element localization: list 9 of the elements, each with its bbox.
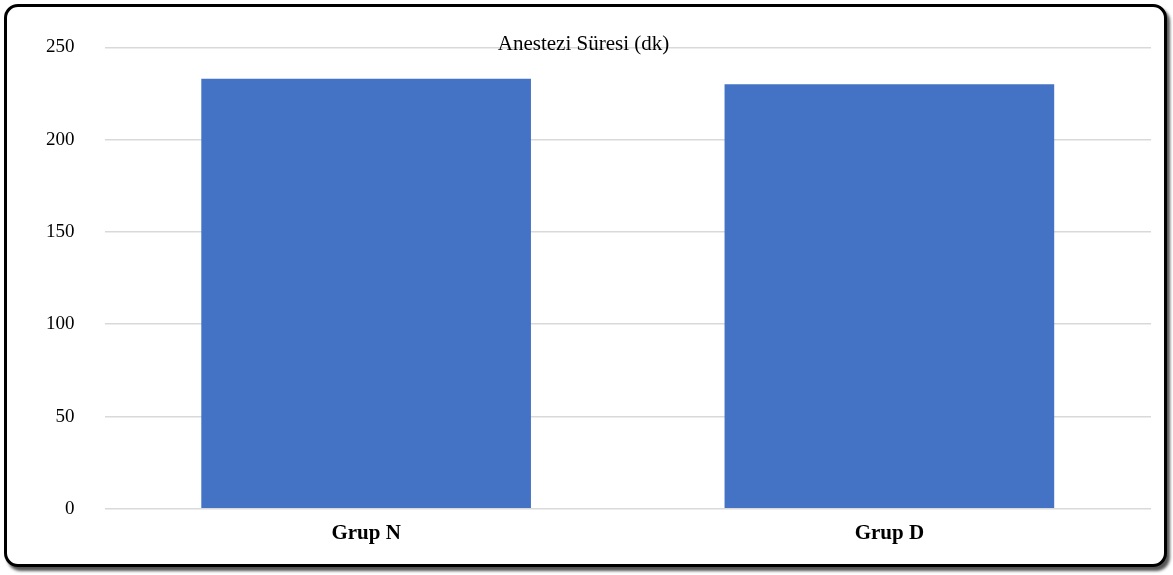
y-tick-label: 50 (55, 404, 75, 426)
y-tick-label: 200 (46, 127, 75, 149)
x-tick-label: Grup D (854, 519, 925, 544)
y-tick-label: 150 (46, 219, 75, 241)
chart-title: Anestezi Süresi (dk) (497, 31, 670, 56)
x-tick-label: Grup N (331, 519, 401, 544)
y-tick-label: 250 (46, 35, 75, 57)
y-tick-label: 0 (65, 496, 75, 518)
y-tick-label: 100 (46, 312, 75, 334)
